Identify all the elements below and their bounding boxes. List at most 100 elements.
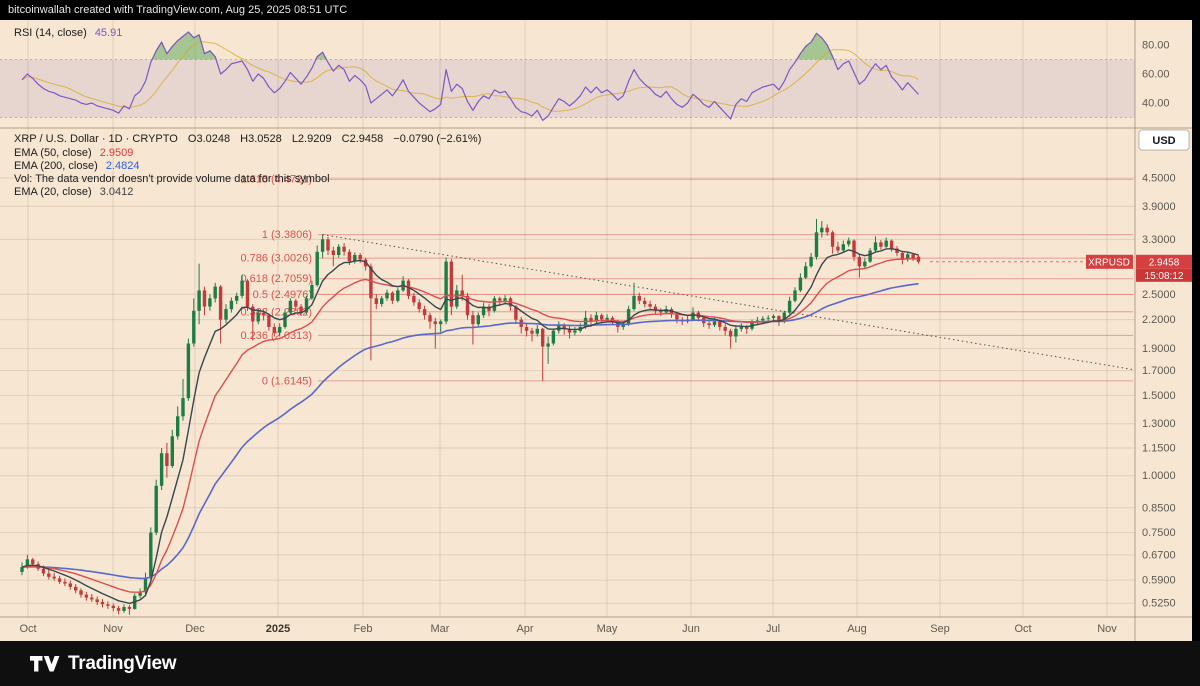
candle-body [610,317,615,322]
rsi-ma-line [21,41,919,112]
candle-body [278,327,282,333]
candle-body [809,256,813,267]
ema-line-ema-20 [21,248,919,605]
time-axis-label: Jul [766,623,780,635]
candle-body [707,323,711,326]
candle-body [820,227,824,233]
price-axis-label: 1.9000 [1142,343,1176,355]
candle-body [524,327,529,331]
candle-body [251,306,255,322]
candle-body [739,327,743,329]
candle-body [342,246,346,252]
candle-body [310,285,314,299]
candle-body [390,292,395,301]
price-axis-label: 0.6700 [1142,549,1176,561]
candle-body [84,594,89,598]
candle-body [546,343,550,347]
candle-body [90,597,94,600]
candle-body [159,453,164,486]
candle-body [154,485,158,533]
candle-body [530,330,534,334]
candle-body [369,266,373,299]
candle-body [68,583,72,587]
candle-body [229,300,234,310]
candle-body [814,232,819,257]
candle-body [659,310,663,313]
candle-body [20,567,24,572]
candle-body [916,256,921,262]
footer-bar: TradingView [0,641,1200,686]
fib-label: 1.618 (4.4721) [240,174,312,186]
price-axis-label: 2.2000 [1142,314,1176,326]
candle-body [363,259,368,267]
candle-body [347,251,352,262]
time-axis-label: Jun [682,623,700,635]
attribution-bar: bitcoinwallah created with TradingView.c… [0,0,1200,20]
price-tag-symbol: XRPUSD [1088,257,1130,268]
tradingview-logo[interactable]: TradingView [30,653,177,675]
fib-label: 0 (1.6145) [262,375,312,387]
candle-body [186,343,191,399]
candle-body [712,321,717,326]
candle-body [299,306,303,313]
candle-body [240,280,244,296]
candle-body [487,306,491,311]
candle-body [465,295,470,316]
candle-body [906,254,910,260]
candle-body [551,330,556,344]
candle-body [181,398,185,417]
price-tag: XRPUSD 2.9458 15:08:12 [1086,254,1192,282]
candle-body [723,327,727,331]
price-axis-label: 0.7500 [1142,527,1176,539]
candle-body [176,416,180,437]
candle-body [138,592,142,596]
candle-body [315,251,319,286]
candle-body [149,532,153,579]
chart-canvas[interactable]: 1.618 (4.4721) 1 (3.3806) 0.786 (3.0026) 0.… [0,20,1192,641]
candle-body [492,298,497,311]
candle-body [830,232,835,247]
rsi-overbought-fill [796,33,834,60]
candle-body [718,321,722,327]
candle-body [825,227,829,233]
candle-body [41,568,46,574]
time-axis-label: Sep [930,623,950,635]
time-axis-label: Dec [185,623,205,635]
candle-body [444,261,448,322]
price-axis-label: 2.5000 [1142,289,1176,301]
candle-body [197,290,201,311]
candle-body [841,244,845,251]
candle-body [256,312,260,322]
price-axis-label: 0.5900 [1142,575,1176,587]
time-axis-label: Nov [103,623,123,635]
candle-body [449,261,454,307]
price-axis-label: 3.3000 [1142,234,1176,246]
candle-body [374,298,378,304]
candle-body [165,453,169,466]
candle-body [653,306,658,311]
candle-body [422,309,427,316]
rsi-band [0,59,1135,118]
tradingview-logo-icon [30,655,60,671]
price-tag-countdown: 15:08:12 [1145,271,1184,282]
candle-body [567,328,572,333]
candle-body [428,315,432,322]
candle-body [170,436,174,466]
candle-body [52,576,56,579]
candle-body [562,325,566,329]
candle-body [836,246,840,251]
rsi-overbought-fill [315,52,327,60]
candle-body [439,321,443,325]
chart-svg[interactable]: 1.618 (4.4721) 1 (3.3806) 0.786 (3.0026) 0.… [0,20,1192,641]
candle-body [304,298,309,313]
currency-button[interactable]: USD [1138,129,1190,151]
price-axis-label: 1.7000 [1142,365,1176,377]
candle-body [116,608,121,611]
time-axis-label: Nov [1097,623,1117,635]
price-axis-label: 0.5250 [1142,598,1176,610]
candle-body [337,246,341,255]
fib-label: 0.786 (3.0026) [240,253,312,265]
ema-line-ema-50 [21,258,919,593]
candle-body [535,328,539,334]
